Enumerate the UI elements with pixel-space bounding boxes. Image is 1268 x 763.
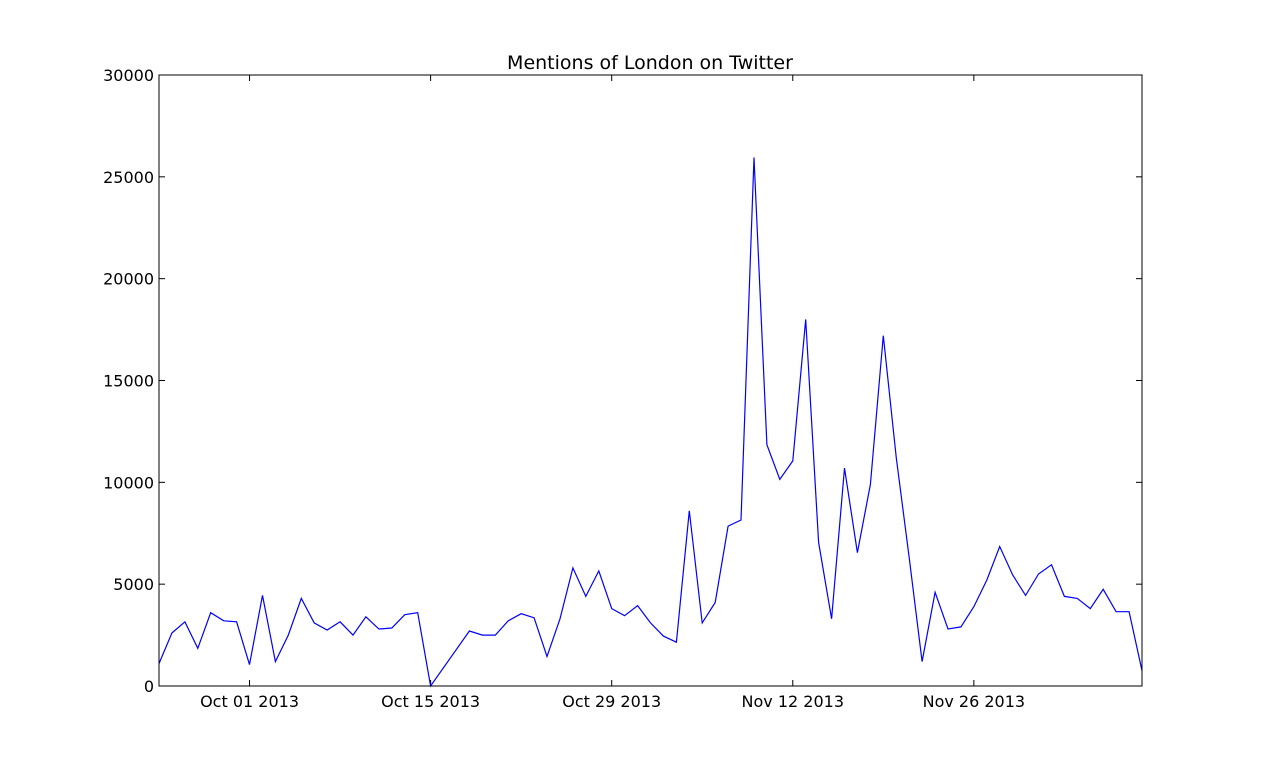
x-tick-label: Oct 29 2013 — [562, 692, 661, 711]
series-line — [158, 157, 1143, 688]
x-tick-label: Nov 26 2013 — [923, 692, 1025, 711]
x-tick-label: Oct 15 2013 — [381, 692, 480, 711]
plot-frame — [158, 74, 1143, 687]
x-tick-label: Nov 12 2013 — [742, 692, 844, 711]
y-tick-label: 30000 — [103, 66, 154, 85]
y-tick-label: 0 — [144, 677, 154, 696]
y-tick-label: 25000 — [103, 168, 154, 187]
y-tick-label: 10000 — [103, 473, 154, 492]
y-axis: 0 5000 10000 15000 20000 25000 30000 — [103, 66, 1142, 696]
y-tick-label: 15000 — [103, 372, 154, 391]
x-tick-label: Oct 01 2013 — [200, 692, 299, 711]
y-tick-label: 20000 — [103, 270, 154, 289]
chart-title: Mentions of London on Twitter — [507, 52, 793, 74]
y-tick-label: 5000 — [113, 575, 154, 594]
x-axis: Oct 01 2013 Oct 15 2013 Oct 29 2013 Nov 12 … — [200, 75, 1025, 711]
